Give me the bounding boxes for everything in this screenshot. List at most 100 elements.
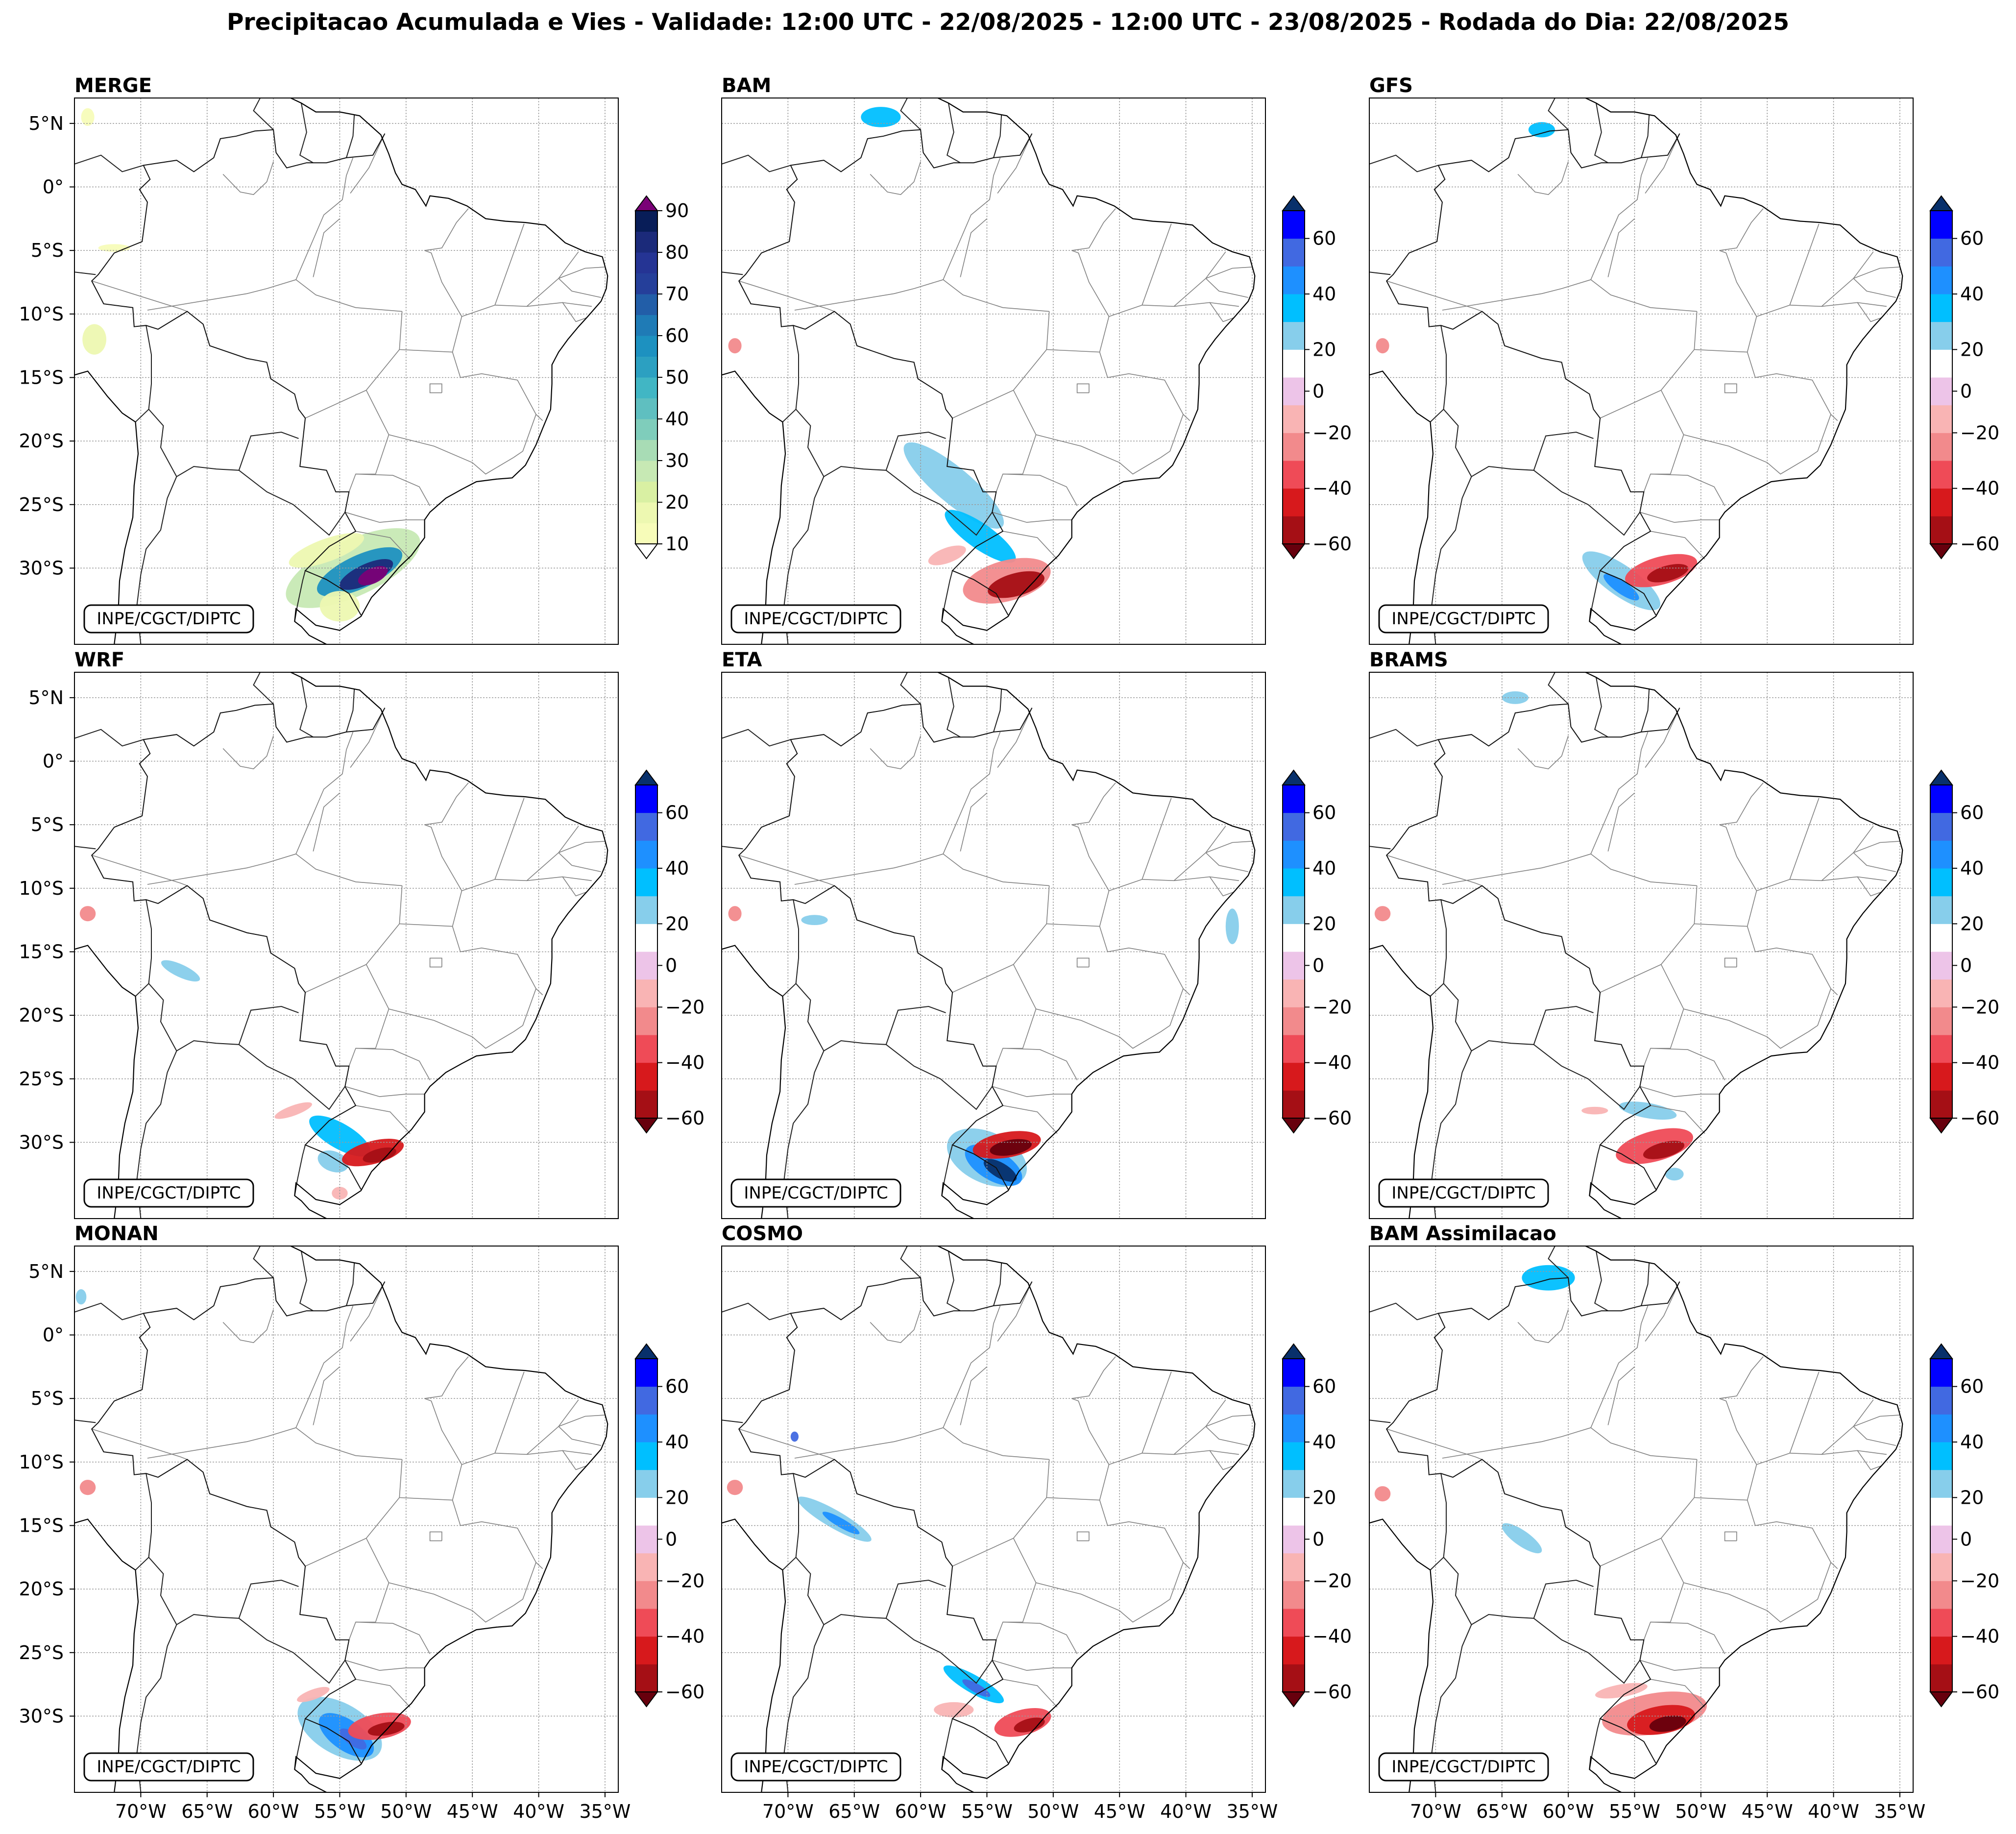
country-border xyxy=(299,1251,314,1312)
colorbar-segment xyxy=(1283,461,1305,489)
credit-label: INPE/CGCT/DIPTC xyxy=(1391,1757,1535,1777)
lat-tick-label: 20°S xyxy=(19,1578,64,1600)
colorbar: −60 −40 −20 0 20 40 60 xyxy=(1282,195,1352,560)
state-border xyxy=(513,988,536,1032)
state-border xyxy=(992,1086,1072,1097)
lon-tick-label: 55°W xyxy=(314,1801,365,1822)
state-border xyxy=(1719,1356,1764,1399)
coastline xyxy=(722,98,1256,644)
state-border xyxy=(558,278,601,298)
colorbar-segment xyxy=(1283,321,1305,350)
state-border xyxy=(527,1450,587,1470)
state-border xyxy=(558,852,601,872)
state-border xyxy=(558,1426,601,1446)
colorbar-segment xyxy=(1283,1414,1305,1443)
colorbar-tick-label: −20 xyxy=(1312,422,1352,443)
state-border xyxy=(1210,1450,1239,1455)
colorbar-segment xyxy=(1283,868,1305,897)
colorbar-segment xyxy=(1283,1007,1305,1035)
data-blob xyxy=(339,1728,367,1750)
data-blob xyxy=(303,1071,350,1112)
colorbar-tick-label: 0 xyxy=(1312,1528,1324,1550)
state-border xyxy=(1386,280,1482,312)
credit-label: INPE/CGCT/DIPTC xyxy=(744,1183,888,1203)
country-border xyxy=(782,409,797,422)
state-border xyxy=(1719,208,1764,251)
country-border xyxy=(1641,114,1650,158)
state-border xyxy=(1650,531,1705,560)
lon-tick-label: 45°W xyxy=(1742,1801,1793,1822)
state-border xyxy=(1160,988,1184,1032)
state-border xyxy=(1747,926,1838,996)
colorbar-segment xyxy=(1283,294,1305,322)
state-border xyxy=(495,1399,579,1455)
country-border xyxy=(74,846,96,850)
state-border xyxy=(1002,531,1058,560)
lon-tick-label: 55°W xyxy=(1609,1801,1660,1822)
data-blob xyxy=(722,111,832,186)
colorbar-segment xyxy=(1930,1386,1952,1415)
country-border xyxy=(1430,983,1444,997)
country-border xyxy=(947,1251,961,1312)
colorbar-segment xyxy=(1283,785,1305,813)
colorbar-tick-label: −40 xyxy=(665,1626,704,1647)
country-border xyxy=(1533,1618,1641,1684)
colorbar-tick-label: 60 xyxy=(1960,1376,1984,1397)
colorbar-tick-label: −40 xyxy=(1960,478,1999,499)
state-border xyxy=(1640,1086,1720,1097)
state-border xyxy=(1386,1428,1482,1460)
lat-tick-label: 20°S xyxy=(19,430,64,452)
lat-tick-label: 25°S xyxy=(19,1068,64,1090)
colorbar-segment xyxy=(1930,1664,1952,1692)
map-frame xyxy=(1369,98,1914,645)
map-background xyxy=(1369,98,1913,644)
state-border xyxy=(1607,792,1635,852)
borders xyxy=(74,1246,608,1792)
state-border xyxy=(960,218,988,277)
data-blob xyxy=(1374,906,1391,922)
credit-box xyxy=(730,1752,901,1782)
colorbar-segment xyxy=(635,356,657,378)
brazil-border xyxy=(91,129,386,615)
panel-bam-assimilacao: BAM Assimilacao 70°W 65°W 60°W 55°W 50°W 45°W 4… xyxy=(1369,1223,1999,1822)
data-blob xyxy=(728,338,742,354)
brazil-border xyxy=(1385,703,1680,1190)
lon-tick-label: 35°W xyxy=(1874,1801,1925,1822)
colorbar-segment xyxy=(1930,349,1952,378)
state-border xyxy=(1822,302,1882,322)
country-border xyxy=(1369,846,1391,850)
data-blob xyxy=(824,1258,899,1290)
country-border xyxy=(947,677,961,738)
colorbar-segment xyxy=(635,1414,657,1443)
colorbar-tick-label: 0 xyxy=(665,954,677,976)
colorbar-tick-label: 40 xyxy=(1960,857,1984,879)
credit-box xyxy=(1378,1178,1549,1208)
colorbar-segment xyxy=(1283,405,1305,433)
colorbar-segment xyxy=(635,1007,657,1035)
data-blob xyxy=(161,960,200,982)
state-border xyxy=(1724,957,1737,968)
state-border xyxy=(1210,876,1239,881)
data-blob xyxy=(81,108,95,126)
colorbar-tick-label: 40 xyxy=(665,1431,689,1453)
state-border xyxy=(1853,852,1896,872)
state-border xyxy=(943,157,1001,280)
country-border xyxy=(1548,98,1569,130)
data-blob xyxy=(1647,564,1689,583)
colorbar-segment xyxy=(635,1062,657,1091)
data-blob xyxy=(367,1721,405,1736)
colorbar-tick-label: 40 xyxy=(665,408,689,430)
colorbar-tick-label: 0 xyxy=(1312,380,1324,402)
credit-label: INPE/CGCT/DIPTC xyxy=(744,609,888,629)
country-border xyxy=(74,1302,144,1320)
country-border xyxy=(299,103,314,164)
colorbar-segment xyxy=(1930,1469,1952,1498)
colorbar: −60 −40 −20 0 20 40 60 xyxy=(634,769,704,1134)
data-blob xyxy=(88,691,168,742)
data-blob xyxy=(1603,574,1639,601)
colorbar-segment xyxy=(635,377,657,398)
data-blob xyxy=(1374,118,1444,154)
borders xyxy=(1369,672,1903,1219)
state-border xyxy=(495,826,579,881)
colorbar-tick-label: 20 xyxy=(1312,913,1336,934)
